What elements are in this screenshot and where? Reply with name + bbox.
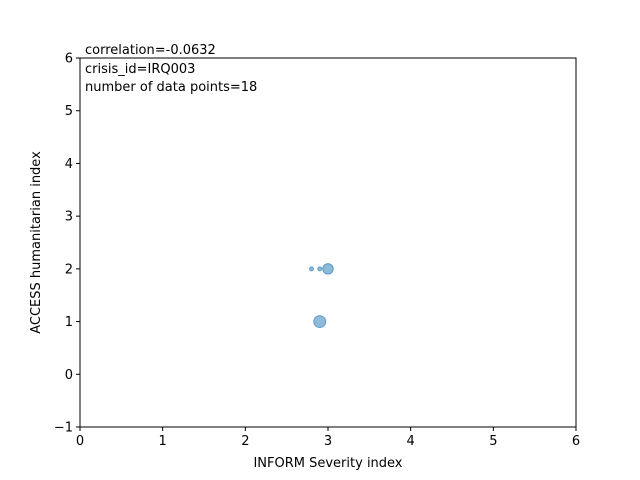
points-layer <box>308 263 334 329</box>
x-tick-label: 6 <box>572 434 580 449</box>
x-tick-label: 1 <box>159 434 167 449</box>
data-point <box>322 263 334 275</box>
y-tick-label: 0 <box>65 368 73 383</box>
x-tick-label: 5 <box>489 434 497 449</box>
x-tick-label: 3 <box>324 434 332 449</box>
x-axis-title: INFORM Severity index <box>253 456 402 471</box>
plot-area-frame <box>79 57 577 428</box>
y-tick-label: 2 <box>65 262 73 277</box>
y-tick-label: 6 <box>65 52 73 67</box>
y-tick-label: −1 <box>54 421 73 436</box>
annotation-correlation: correlation=-0.0632 <box>85 43 216 58</box>
data-point <box>313 315 327 329</box>
x-tick-label: 0 <box>76 434 84 449</box>
x-tick-label: 2 <box>241 434 249 449</box>
data-point <box>317 266 323 272</box>
data-point <box>308 266 314 272</box>
y-tick-label: 4 <box>65 157 73 172</box>
y-tick-label: 1 <box>65 315 73 330</box>
y-axis-title: ACCESS humanitarian index <box>29 151 44 334</box>
y-tick-label: 5 <box>65 104 73 119</box>
annotation-data-point-count: number of data points=18 <box>85 80 257 95</box>
annotation-crisis-id: crisis_id=IRQ003 <box>85 62 195 77</box>
x-tick-label: 4 <box>407 434 415 449</box>
y-tick-label: 3 <box>65 210 73 225</box>
